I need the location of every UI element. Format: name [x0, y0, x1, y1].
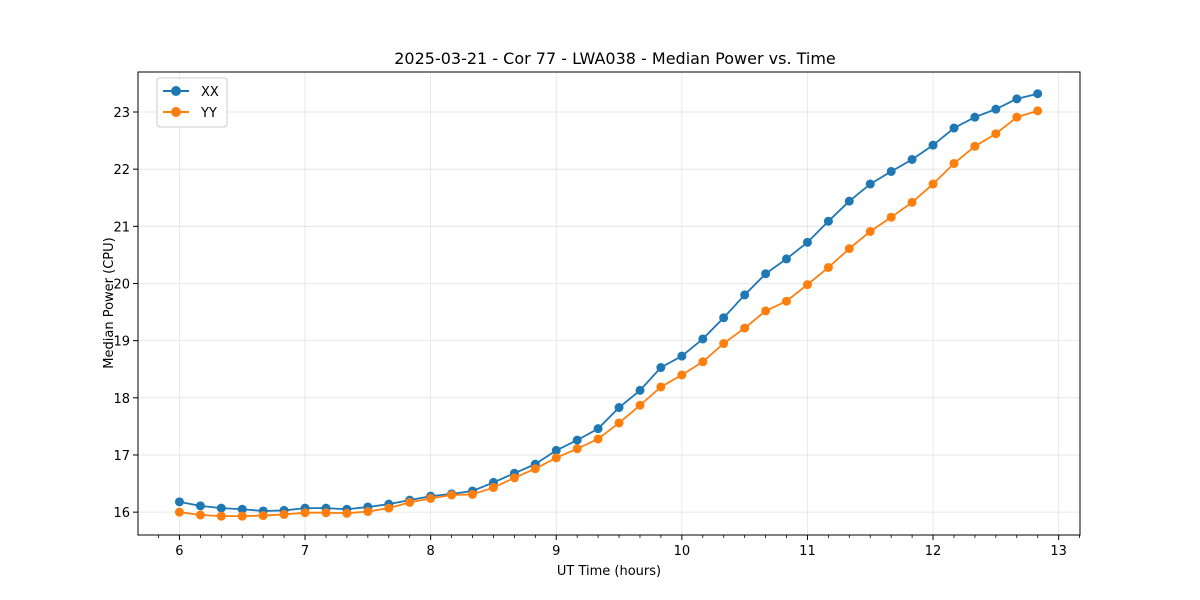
data-point-xx-19 — [572, 435, 582, 445]
x-tick-label-7: 13 — [1050, 544, 1067, 559]
legend-label-xx: XX — [201, 85, 219, 100]
data-point-yy-31 — [823, 262, 833, 272]
data-point-yy-8 — [342, 508, 352, 518]
data-point-xx-1 — [195, 501, 205, 511]
legend: XX YY — [156, 77, 228, 128]
grid-layer — [138, 72, 1080, 535]
data-point-xx-3 — [237, 504, 247, 514]
data-point-yy-36 — [928, 179, 938, 189]
data-point-yy-11 — [405, 497, 415, 507]
data-point-yy-22 — [635, 400, 645, 410]
data-point-yy-23 — [656, 382, 666, 392]
data-point-yy-33 — [865, 226, 875, 236]
data-point-yy-37 — [949, 158, 959, 168]
x-tick-label-2: 8 — [427, 544, 435, 559]
data-point-xx-32 — [844, 196, 854, 206]
data-point-xx-36 — [928, 140, 938, 150]
data-point-yy-18 — [551, 453, 561, 463]
chart-title: 2025-03-21 - Cor 77 - LWA038 - Median Po… — [394, 49, 836, 68]
data-point-yy-30 — [802, 280, 812, 290]
data-point-xx-29 — [781, 254, 791, 264]
x-tick-label-5: 11 — [799, 544, 816, 559]
y-tick-label-5: 21 — [113, 220, 130, 235]
data-point-yy-28 — [761, 306, 771, 316]
y-tick-label-4: 20 — [113, 277, 130, 292]
data-point-yy-19 — [572, 444, 582, 454]
data-point-xx-37 — [949, 123, 959, 133]
data-point-xx-0 — [174, 497, 184, 507]
data-point-yy-32 — [844, 244, 854, 254]
data-point-xx-20 — [593, 424, 603, 434]
data-point-xx-2 — [216, 503, 226, 513]
data-point-yy-24 — [677, 370, 687, 380]
data-point-yy-15 — [488, 483, 498, 493]
y-tick-label-1: 17 — [113, 449, 130, 464]
y-tick-label-6: 22 — [113, 163, 130, 178]
data-point-xx-24 — [677, 351, 687, 361]
data-point-xx-40 — [1012, 94, 1022, 104]
x-tick-label-4: 10 — [674, 544, 691, 559]
data-point-yy-0 — [174, 507, 184, 517]
data-point-xx-28 — [761, 269, 771, 279]
data-point-xx-25 — [698, 334, 708, 344]
data-point-yy-1 — [195, 510, 205, 520]
data-point-xx-26 — [719, 313, 729, 323]
data-point-yy-41 — [1033, 106, 1043, 116]
data-point-xx-23 — [656, 363, 666, 373]
data-point-yy-26 — [719, 339, 729, 349]
data-point-yy-29 — [781, 296, 791, 306]
data-point-yy-4 — [258, 511, 268, 521]
data-point-yy-21 — [614, 418, 624, 428]
y-tick-label-7: 23 — [113, 106, 130, 121]
x-tick-label-1: 7 — [301, 544, 309, 559]
data-point-xx-27 — [740, 290, 750, 300]
y-axis-label: Median Power (CPU) — [102, 237, 117, 368]
data-point-yy-6 — [300, 508, 310, 518]
plot-frame — [137, 71, 1081, 536]
data-point-yy-17 — [530, 464, 540, 474]
data-point-xx-34 — [886, 166, 896, 176]
y-tick-label-0: 16 — [113, 506, 130, 521]
x-tick-label-6: 12 — [925, 544, 942, 559]
data-point-xx-22 — [635, 385, 645, 395]
data-point-xx-41 — [1033, 89, 1043, 99]
data-point-xx-35 — [907, 154, 917, 164]
legend-marker-xx — [171, 86, 181, 96]
x-tick-label-0: 6 — [175, 544, 183, 559]
axes-layer: 6 7 8 9 10 11 12 13 16 17 18 19 20 21 22 23 — [113, 106, 1080, 559]
data-point-xx-18 — [551, 445, 561, 455]
y-tick-label-3: 19 — [113, 335, 130, 350]
x-axis-label: UT Time (hours) — [557, 564, 661, 579]
data-point-xx-30 — [802, 237, 812, 247]
data-point-yy-5 — [279, 509, 289, 519]
data-point-yy-38 — [970, 141, 980, 151]
data-point-yy-14 — [467, 489, 477, 499]
y-tick-label-2: 18 — [113, 392, 130, 407]
x-tick-label-3: 9 — [552, 544, 560, 559]
data-point-xx-21 — [614, 403, 624, 413]
data-point-xx-33 — [865, 179, 875, 189]
data-point-yy-25 — [698, 357, 708, 367]
series-layer — [174, 89, 1043, 521]
data-point-yy-20 — [593, 434, 603, 444]
data-point-yy-27 — [740, 323, 750, 333]
data-point-yy-7 — [321, 508, 331, 518]
data-point-yy-13 — [447, 490, 457, 500]
data-point-yy-2 — [216, 511, 226, 521]
data-point-yy-3 — [237, 511, 247, 521]
legend-label-yy: YY — [200, 106, 217, 121]
data-point-yy-39 — [991, 129, 1001, 139]
data-point-yy-35 — [907, 197, 917, 207]
data-point-xx-39 — [991, 104, 1001, 114]
data-point-yy-40 — [1012, 112, 1022, 122]
data-point-yy-12 — [426, 493, 436, 503]
data-point-xx-31 — [823, 216, 833, 226]
data-point-xx-38 — [970, 112, 980, 122]
legend-marker-yy — [171, 107, 181, 117]
data-point-yy-10 — [384, 503, 394, 513]
data-point-yy-34 — [886, 212, 896, 222]
data-point-yy-16 — [509, 473, 519, 483]
data-point-yy-9 — [363, 507, 373, 517]
